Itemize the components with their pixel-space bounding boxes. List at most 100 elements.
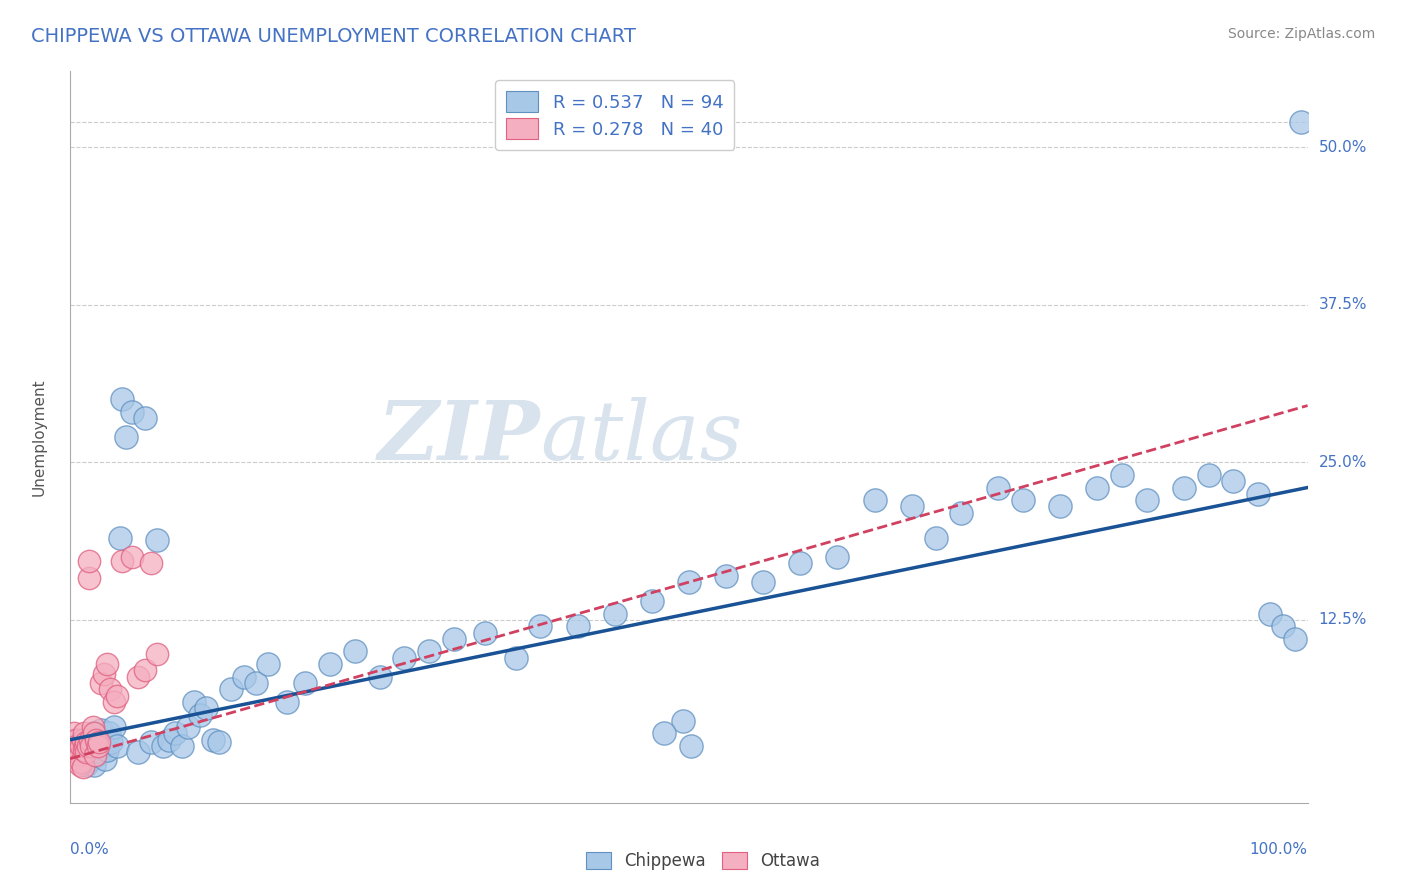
Text: 25.0%: 25.0% [1319,455,1367,470]
Point [1222,474,1244,488]
Point [1271,619,1294,633]
Point [127,745,149,759]
Point [86,739,108,753]
Point [1291,115,1313,129]
Text: atlas: atlas [540,397,742,477]
Point [63,726,86,740]
Point [714,569,737,583]
Point [86,732,108,747]
Point [79,745,101,759]
Point [139,556,162,570]
Point [165,726,187,740]
Point [1085,481,1108,495]
Point [77,571,100,585]
Point [1284,632,1306,646]
Text: ZIP: ZIP [378,397,540,477]
Point [83,726,105,740]
Point [177,720,200,734]
Point [152,739,174,753]
Point [474,625,496,640]
Point [96,743,118,757]
Point [443,632,465,646]
Text: 100.0%: 100.0% [1250,842,1308,856]
Point [950,506,973,520]
Point [72,752,94,766]
Point [603,607,626,621]
Point [827,549,849,564]
Point [294,676,316,690]
Point [188,707,211,722]
Point [111,392,134,407]
Point [79,732,101,747]
Point [672,714,695,728]
Point [134,664,156,678]
Point [678,575,700,590]
Point [65,732,87,747]
Text: 50.0%: 50.0% [1319,139,1367,154]
Point [208,735,231,749]
Point [157,732,180,747]
Point [1111,467,1133,482]
Point [84,747,107,762]
Point [1260,607,1282,621]
Point [641,594,664,608]
Point [75,743,97,757]
Point [108,531,131,545]
Point [84,732,107,747]
Point [529,619,551,633]
Text: Unemployment: Unemployment [32,378,46,496]
Text: Source: ZipAtlas.com: Source: ZipAtlas.com [1227,27,1375,41]
Point [82,726,104,740]
Point [93,739,115,753]
Point [201,732,224,747]
Point [343,644,366,658]
Point [70,739,93,753]
Point [319,657,342,671]
Point [84,747,107,762]
Point [567,619,589,633]
Point [146,647,169,661]
Point [67,739,90,753]
Point [83,758,105,772]
Point [82,739,104,753]
Point [84,743,107,757]
Point [93,667,115,681]
Point [72,760,94,774]
Point [139,735,162,749]
Point [67,752,90,766]
Point [103,695,125,709]
Point [863,493,886,508]
Point [245,676,267,690]
Point [100,735,122,749]
Point [90,745,112,759]
Point [121,549,143,564]
Point [80,752,103,766]
Point [82,720,104,734]
Point [195,701,218,715]
Point [1173,481,1195,495]
Text: CHIPPEWA VS OTTAWA UNEMPLOYMENT CORRELATION CHART: CHIPPEWA VS OTTAWA UNEMPLOYMENT CORRELAT… [31,27,636,45]
Point [96,657,118,671]
Point [94,752,117,766]
Point [75,758,97,772]
Point [91,732,114,747]
Point [105,739,128,753]
Point [146,533,169,548]
Point [368,670,391,684]
Point [66,745,89,759]
Legend: R = 0.537   N = 94, R = 0.278   N = 40: R = 0.537 N = 94, R = 0.278 N = 40 [495,80,734,150]
Point [121,405,143,419]
Point [652,726,675,740]
Point [752,575,775,590]
Point [505,650,527,665]
Point [84,735,107,749]
Point [170,739,193,753]
Point [73,726,96,740]
Point [69,747,91,762]
Point [134,411,156,425]
Point [1049,500,1071,514]
Point [183,695,205,709]
Legend: Chippewa, Ottawa: Chippewa, Ottawa [581,847,825,875]
Point [77,747,100,762]
Point [72,747,94,762]
